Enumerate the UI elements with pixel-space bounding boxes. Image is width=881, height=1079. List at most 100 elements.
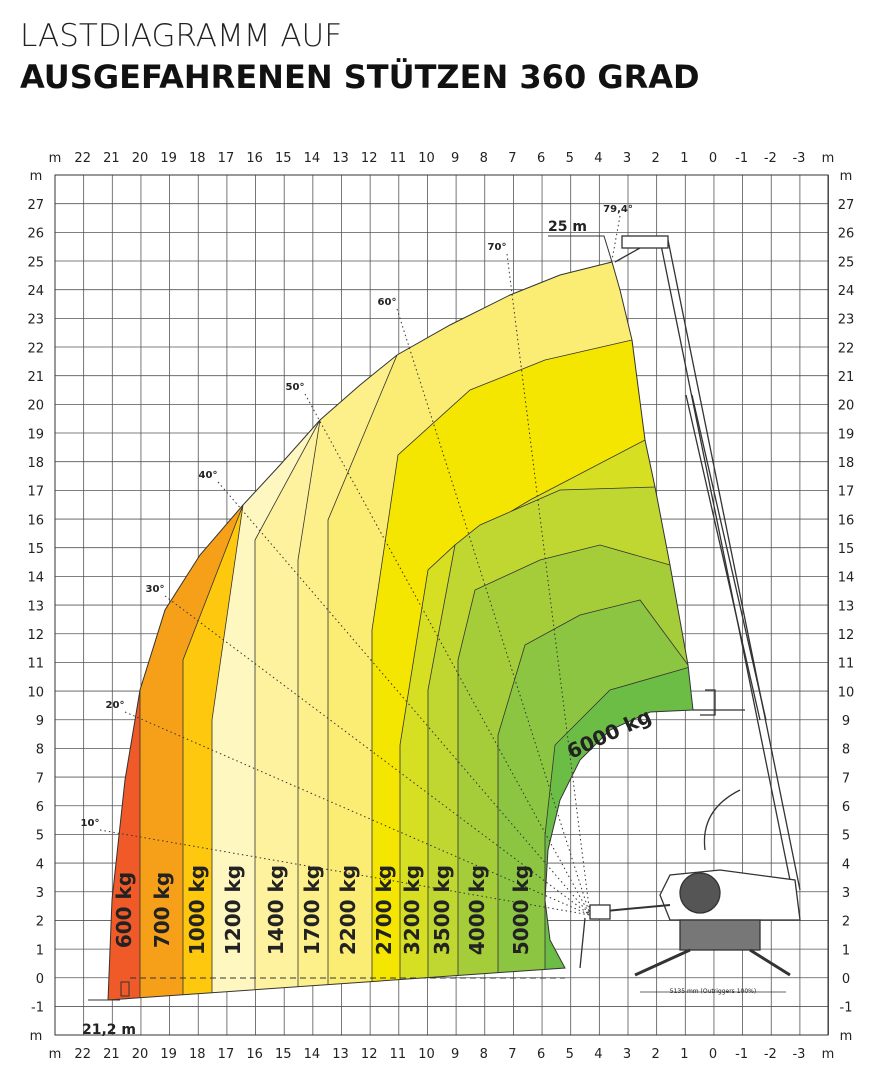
y-label-left: 27 <box>27 198 44 213</box>
x-label-top: 5 <box>566 151 574 166</box>
angle-label: 10° <box>81 818 100 829</box>
x-label-top: 8 <box>480 151 488 166</box>
y-label-left: 6 <box>36 800 44 815</box>
angle-label: 79,4° <box>603 204 633 215</box>
x-label-bottom: 9 <box>451 1047 459 1062</box>
title-line2: AUSGEFAHRENEN STÜTZEN 360 GRAD <box>20 58 700 96</box>
y-label-right: 13 <box>838 599 855 614</box>
y-label-left: 1 <box>36 943 44 958</box>
y-label-left: 3 <box>36 886 44 901</box>
max-height: 25 m <box>548 219 587 235</box>
title-line1: LASTDIAGRAMM AUF <box>20 18 342 54</box>
y-label-right: 19 <box>838 427 855 442</box>
y-label-left: 19 <box>27 427 44 442</box>
y-label-right: 16 <box>838 513 855 528</box>
y-label-right: 18 <box>838 456 855 471</box>
x-label-bottom: 5 <box>566 1047 574 1062</box>
grid-border <box>54 174 829 1036</box>
y-label-left: 5 <box>36 829 44 844</box>
max-reach: 21,2 m <box>82 1022 136 1038</box>
angle-label: 70° <box>488 242 507 253</box>
x-label-bottom: 16 <box>246 1047 263 1062</box>
x-label-top: 14 <box>304 151 321 166</box>
zone-label: 700 kg <box>150 872 174 948</box>
angle-line <box>164 595 591 916</box>
y-label-right: 10 <box>838 685 855 700</box>
x-label-bottom: -3 <box>792 1047 805 1062</box>
y-label-right: 15 <box>838 542 855 557</box>
y-label-left: 2 <box>36 915 44 930</box>
y-label-left: 4 <box>36 857 44 872</box>
x-label-top: 13 <box>332 151 349 166</box>
y-label-right: -1 <box>840 1001 853 1016</box>
x-label-bottom: 11 <box>390 1047 407 1062</box>
y-label-right: 12 <box>838 628 855 643</box>
x-label-top: -1 <box>735 151 748 166</box>
x-label-bottom: 3 <box>623 1047 631 1062</box>
x-label-top: 6 <box>537 151 545 166</box>
y-label-left: 7 <box>36 771 44 786</box>
y-label-left: 13 <box>27 599 44 614</box>
basket <box>120 981 130 997</box>
y-label-left: -1 <box>31 1001 44 1016</box>
zone-area <box>497 599 693 1000</box>
x-label-bottom: 8 <box>480 1047 488 1062</box>
y-label-right: 20 <box>838 399 855 414</box>
angle-label: 30° <box>146 584 165 595</box>
x-label-top: 19 <box>160 151 177 166</box>
x-label-bottom: 2 <box>652 1047 660 1062</box>
x-label-top: 17 <box>218 151 235 166</box>
x-label-top: 4 <box>594 151 602 166</box>
x-unit: m <box>822 151 835 166</box>
x-label-bottom: 0 <box>709 1047 717 1062</box>
crane <box>579 235 801 993</box>
y-label-left: 9 <box>36 714 44 729</box>
x-label-top: 12 <box>361 151 378 166</box>
angle-lines <box>99 215 621 916</box>
y-label-right: 24 <box>838 284 855 299</box>
x-label-top: 1 <box>680 151 688 166</box>
y-label-left: 21 <box>27 370 44 385</box>
y-label-left: 22 <box>27 341 44 356</box>
y-label-right: 17 <box>838 485 855 500</box>
outrigger-span: 5135 mm (Outriggers 100%) <box>670 988 756 995</box>
y-unit: m <box>840 169 853 184</box>
y-label-right: 1 <box>842 943 850 958</box>
x-label-top: 0 <box>709 151 717 166</box>
y-label-right: 22 <box>838 341 855 356</box>
zone-label: 1000 kg <box>185 865 209 955</box>
x-unit: m <box>822 1047 835 1062</box>
x-label-top: 11 <box>390 151 407 166</box>
y-label-right: 5 <box>842 829 850 844</box>
y-label-right: 8 <box>842 743 850 758</box>
y-label-right: 2 <box>842 915 850 930</box>
angle-label: 60° <box>378 297 397 308</box>
y-label-right: 7 <box>842 771 850 786</box>
x-label-top: 22 <box>74 151 91 166</box>
envelope-outline <box>107 261 694 1001</box>
y-unit: m <box>840 1029 853 1044</box>
zone-label: 2200 kg <box>336 865 360 955</box>
y-label-left: 10 <box>27 685 44 700</box>
angle-line <box>217 481 591 916</box>
y-label-right: 23 <box>838 313 855 328</box>
x-label-bottom: 20 <box>132 1047 149 1062</box>
y-label-right: 4 <box>842 857 850 872</box>
zone-label: 1700 kg <box>300 865 324 955</box>
zone-label: 3500 kg <box>430 865 454 955</box>
x-label-bottom: 1 <box>680 1047 688 1062</box>
y-label-left: 24 <box>27 284 44 299</box>
x-label-bottom: 7 <box>508 1047 516 1062</box>
x-label-top: 9 <box>451 151 459 166</box>
x-label-bottom: 19 <box>160 1047 177 1062</box>
x-label-top: 3 <box>623 151 631 166</box>
x-label-bottom: 15 <box>275 1047 292 1062</box>
y-label-right: 14 <box>838 571 855 586</box>
y-unit: m <box>30 169 43 184</box>
y-label-right: 27 <box>838 198 855 213</box>
x-label-bottom: 4 <box>594 1047 602 1062</box>
x-label-bottom: 13 <box>332 1047 349 1062</box>
x-unit: m <box>49 151 62 166</box>
x-label-top: 16 <box>246 151 263 166</box>
